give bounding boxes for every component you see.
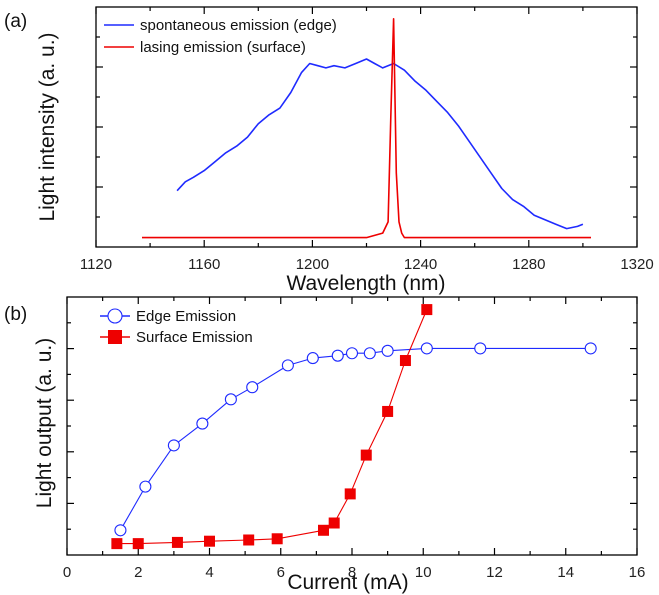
data-point-circle [196,417,209,430]
x-tick-label: 1240 [404,256,437,273]
data-point-square [318,524,329,536]
data-point-square [328,517,340,529]
x-tick-label: 10 [415,564,432,581]
legend-marker-square [108,330,122,344]
data-point-circle [363,347,376,360]
data-point-circle [474,342,487,355]
data-point-square [399,355,411,367]
series-line-2 [142,18,591,239]
panel-a: 1120 1160 1200 1240 1280 1320 spontaneous emi… [36,6,654,295]
data-point-circle [306,352,319,365]
legend-b: Edge Emission Surface Emission [100,308,253,346]
data-point-square [243,534,255,546]
x-tick-label: 1320 [620,256,653,273]
series-group-a [142,18,591,239]
data-point-square [204,535,215,547]
data-point-circle [345,347,359,360]
y-axis-title-a: Light intensity (a. u.) [36,32,59,221]
x-tick-label: 1280 [512,256,545,273]
data-point-circle [167,439,180,452]
panel-label-a: (a) [4,11,27,32]
x-axis-title-a: Wavelength (nm) [286,272,445,295]
data-point-circle [331,349,344,362]
data-point-circle [584,342,597,355]
x-tick-label: 12 [486,564,503,581]
y-axis-title-b: Light output (a. u.) [33,338,56,508]
x-tick-label: 1200 [296,256,329,273]
axis-ticks-b: 0 2 4 6 8 10 12 14 16 [63,297,646,581]
x-tick-label: 1160 [188,256,220,273]
legend-a: spontaneous emission (edge) lasing emissi… [104,17,337,56]
legend-label-1: spontaneous emission (edge) [140,17,337,34]
x-tick-label: 14 [557,564,574,581]
data-point-circle [281,359,294,372]
data-point-circle [246,381,259,394]
axis-ticks-a: 1120 1160 1200 1240 1280 1320 [80,7,654,273]
x-tick-label: 6 [277,564,285,581]
panel-label-b: (b) [4,304,27,325]
data-point-square [271,533,283,545]
x-tick-label: 2 [134,564,142,581]
data-point-circle [139,480,152,493]
data-point-square [421,304,433,316]
legend-label-2: Surface Emission [136,329,253,346]
x-tick-label: 8 [348,564,356,581]
panel-b: 0 2 4 6 8 10 12 14 16 Edge Emission Surface Emiss… [33,296,646,594]
x-axis-title-b: Current (mA) [287,571,408,594]
x-tick-label: 0 [63,564,71,581]
data-point-square [360,449,372,461]
series-line-1 [119,347,591,531]
series-line-1 [176,58,584,230]
data-point-square [111,538,123,550]
data-point-square [344,488,356,500]
x-tick-label: 16 [629,564,646,581]
series-group-b [111,304,597,550]
data-point-circle [114,524,127,537]
data-point-square [171,536,183,548]
legend-marker-circle [107,308,123,324]
x-tick-label: 4 [205,564,213,581]
legend-label-1: Edge Emission [136,308,236,325]
data-point-square [382,405,394,417]
data-point-square [132,538,144,550]
x-tick-label: 1120 [80,256,112,273]
data-point-circle [224,393,237,406]
legend-label-2: lasing emission (surface) [140,39,306,56]
data-point-circle [420,342,433,355]
data-point-circle [381,344,394,357]
